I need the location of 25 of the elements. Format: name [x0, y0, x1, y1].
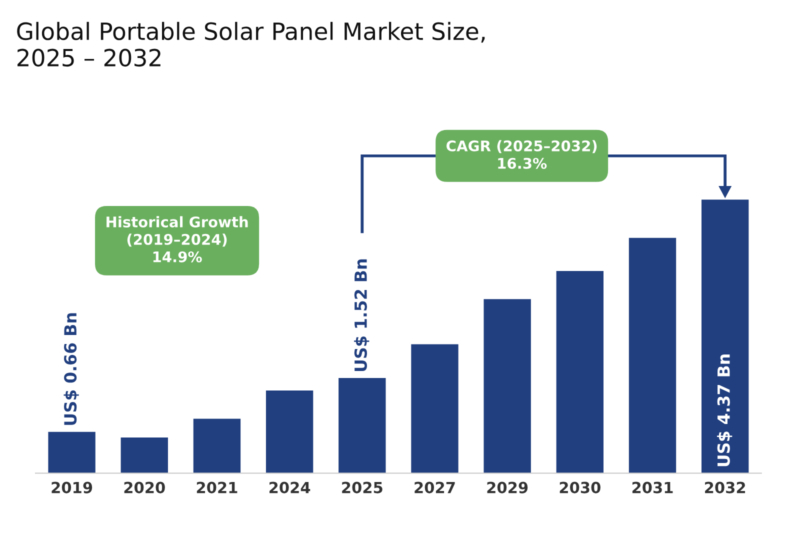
chart-title: Global Portable Solar Panel Market Size, 2025 – 2032	[17, 22, 485, 67]
x-tick-label: 2020	[124, 482, 165, 494]
data-label: US$ 4.37 Bn	[717, 354, 732, 466]
bar	[484, 299, 531, 474]
bar	[48, 432, 96, 474]
data-label: US$ 1.52 Bn	[354, 259, 370, 372]
bar	[193, 418, 241, 474]
x-tick-label: 2025	[342, 482, 382, 494]
annotation: Historical Growth (2019–2024) 14.9%	[106, 216, 248, 262]
bar	[628, 238, 676, 474]
x-tick-label: 2031	[632, 482, 673, 494]
x-tick-label: 2030	[560, 482, 600, 494]
bar	[120, 437, 168, 474]
bar	[266, 390, 314, 474]
bar	[411, 344, 458, 474]
bar	[338, 378, 386, 474]
text: CAGR (2025–2032) 16.3%	[446, 140, 597, 169]
x-tick-label: 2019	[52, 482, 92, 494]
x-tick-label: 2021	[196, 482, 238, 494]
x-tick-label: 2029	[487, 482, 528, 494]
x-tick-label: 2027	[414, 482, 455, 494]
x-tick-label: 2024	[270, 482, 310, 494]
data-label: US$ 0.66 Bn	[64, 313, 79, 425]
bar	[556, 271, 604, 474]
x-tick-label: 2032	[705, 482, 746, 494]
